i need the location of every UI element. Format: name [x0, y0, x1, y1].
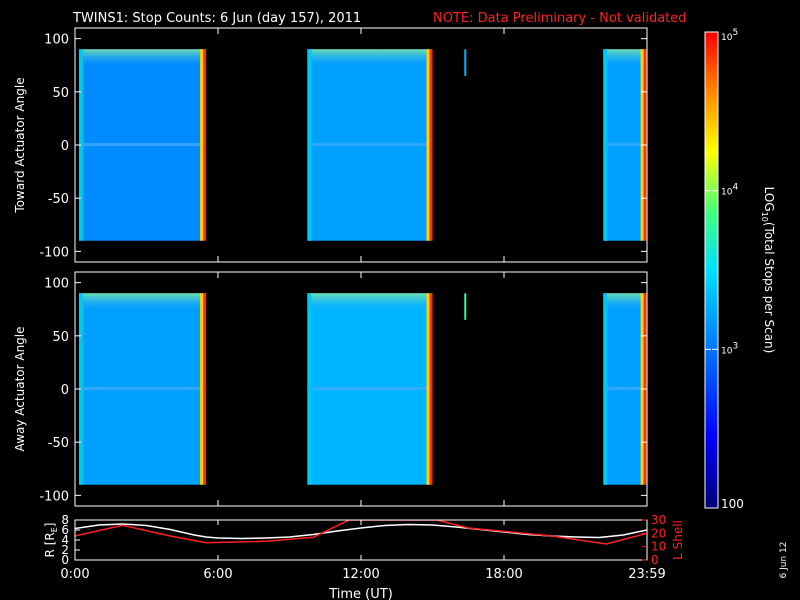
y-tick-label: 0	[61, 553, 69, 567]
ephemeris-left-ylabel-end: ]	[43, 523, 57, 528]
toward-ylabel: Toward Actuator Angle	[13, 77, 27, 213]
y-tick-label: 100	[44, 277, 69, 292]
x-tick-label: 18:00	[485, 567, 522, 582]
y-tick-label: 50	[52, 86, 69, 101]
heatmap-cell-shade	[603, 293, 647, 361]
y-tick-label: 100	[44, 33, 69, 48]
colorbar-tick-exp: 3	[732, 341, 738, 351]
toward-panel: -100 -50 0 50 100	[39, 27, 648, 263]
heatmap-edge-hot	[203, 49, 207, 241]
colorbar-scale	[704, 31, 719, 509]
heatmap-edge-hot	[200, 293, 204, 485]
heatmap-edge-hot	[429, 49, 433, 241]
y-tick-label: 50	[52, 330, 69, 345]
ephemeris-lines	[75, 520, 647, 545]
y-tick-label: 2	[61, 543, 69, 557]
heatmap-zero-band	[603, 143, 647, 146]
heatmap-edge-hot	[426, 49, 430, 241]
colorbar-tick-label: 104	[721, 183, 738, 198]
colorbar-tick-label: 103	[721, 341, 738, 356]
ephemeris-left-ylabel: R [RE]	[43, 523, 59, 558]
y-tick-label-right: 30	[651, 513, 666, 527]
chart-note: NOTE: Data Preliminary - Not validated	[433, 11, 687, 26]
heatmap-cell	[464, 49, 467, 76]
r-distance-line	[75, 523, 647, 540]
heatmap-zero-band	[307, 387, 433, 390]
heatmap-cell	[464, 293, 467, 320]
x-tick-label: 23:59	[628, 567, 665, 582]
heatmap-cell-shade	[78, 49, 207, 117]
chart-title: TWINS1: Stop Counts: 6 Jun (day 157), 20…	[72, 11, 361, 26]
colorbar-label-suffix: (Total Stops per Scan)	[762, 222, 776, 353]
y-tick-label: 0	[61, 383, 69, 398]
y-tick-label-right: 10	[651, 540, 666, 554]
heatmap-cell-shade	[78, 293, 207, 361]
y-tick-label-right: 0	[651, 553, 659, 567]
heatmap-edge	[603, 49, 608, 241]
colorbar-label: LOG10(Total Stops per Scan)	[760, 187, 776, 354]
heatmap-edge	[307, 49, 312, 241]
colorbar-tick-label: 100	[721, 497, 744, 511]
colorbar-tick-label: 105	[721, 28, 738, 43]
y-tick-label: 8	[61, 513, 69, 527]
colorbar: 105 104 103 100	[704, 28, 744, 511]
away-panel: -100 -50 0 50 100	[39, 271, 648, 507]
x-tick-label: 0:00	[60, 567, 89, 582]
x-axis-label: Time (UT)	[328, 587, 393, 600]
plot-frame	[74, 519, 648, 561]
heatmap-zero-band	[78, 143, 207, 146]
y-tick-label: -50	[48, 192, 69, 207]
ephemeris-right-ylabel: L Shell	[671, 520, 685, 560]
y-tick-label: -100	[39, 489, 69, 504]
heatmap-cells	[78, 293, 647, 485]
heatmap-cells	[78, 49, 647, 241]
colorbar-label-sub: 10	[760, 212, 769, 222]
heatmap-edge	[307, 293, 312, 485]
heatmap-cell-shade	[603, 49, 647, 117]
heatmap-zero-band	[78, 387, 207, 390]
heatmap-zero-band	[603, 387, 647, 390]
y-tick-label: -100	[39, 245, 69, 260]
y-tick-label: -50	[48, 436, 69, 451]
heatmap-edge-hot	[429, 293, 433, 485]
heatmap-cell-shade	[307, 293, 433, 361]
y-tick-label: 0	[61, 139, 69, 154]
heatmap-edge-hot	[203, 293, 207, 485]
heatmap-zero-band	[307, 143, 433, 146]
heatmap-edge	[603, 293, 608, 485]
heatmap-edge-hot	[426, 293, 430, 485]
x-tick-label: 12:00	[342, 567, 379, 582]
away-ylabel: Away Actuator Angle	[13, 326, 27, 451]
x-tick-label: 6:00	[203, 567, 232, 582]
ephemeris-left-ylabel-sub: E	[50, 527, 59, 532]
y-tick-label-right: 20	[651, 526, 666, 540]
date-stamp: 6 Jun 12	[779, 542, 789, 579]
colorbar-tick-exp: 4	[732, 183, 738, 193]
l-shell-line	[75, 520, 647, 545]
y-tick-label: 6	[61, 523, 69, 537]
y-tick-label: 4	[61, 533, 69, 547]
colorbar-tick-exp: 5	[732, 28, 738, 38]
heatmap-edge-hot	[200, 49, 204, 241]
heatmap-cell-shade	[307, 49, 433, 117]
